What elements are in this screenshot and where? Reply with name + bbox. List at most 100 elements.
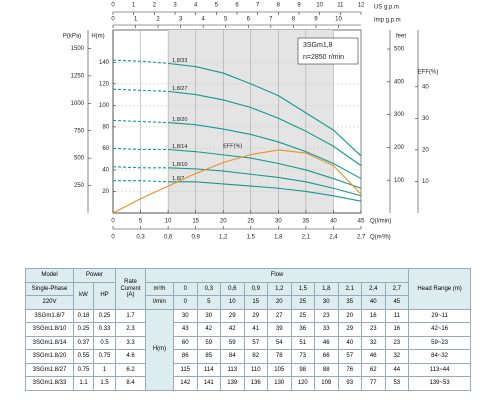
table-cell: 2.3: [115, 322, 147, 337]
table-cell: 3.3: [115, 335, 147, 350]
head-cell: 25: [290, 308, 316, 323]
head-cell: 51: [290, 335, 316, 350]
header-cell: Model: [25, 268, 74, 283]
tick-label: 6: [235, 3, 239, 9]
table-cell: 1.5: [92, 376, 117, 391]
tick-label: 750: [74, 128, 85, 134]
head-cell: 114: [196, 362, 222, 377]
range-cell: 42~16: [408, 322, 472, 337]
head-cell: 53: [384, 376, 410, 391]
header-cell: 220V: [25, 295, 74, 310]
table-cell: 1: [92, 362, 117, 377]
flow-header: 0,9: [243, 281, 269, 296]
tick-label: 9: [297, 3, 301, 9]
tick-label: 1500: [71, 46, 85, 52]
table-cell: 0.18: [73, 308, 94, 323]
tick-label: 500: [74, 156, 85, 162]
header-cell: HP: [92, 281, 117, 310]
model-cell: 3SGm1.8/10: [25, 322, 74, 337]
header-cell: H(m): [145, 308, 175, 391]
head-cell: 16: [361, 308, 386, 323]
tick-label: 250: [74, 183, 85, 189]
model-label: 3SGm1,8: [303, 42, 333, 49]
head-cell: 32: [361, 335, 386, 350]
axis-label: EFF(%): [418, 70, 439, 76]
tick-label: 9: [314, 17, 318, 23]
flow-header: 45: [384, 295, 410, 310]
head-cell: 16: [384, 322, 410, 337]
tick-label: 0: [111, 17, 115, 23]
tick-label: 20: [102, 189, 109, 195]
flow-header: 35: [337, 295, 363, 310]
table-cell: 0.55: [73, 349, 94, 364]
head-cell: 57: [243, 335, 269, 350]
tick-label: 1: [134, 17, 138, 23]
head-cell: 43: [173, 322, 198, 337]
tick-label: 2,1: [302, 235, 311, 241]
table-cell: 0.25: [92, 308, 117, 323]
flow-header: 0,6: [220, 281, 245, 296]
flow-header: 30: [314, 295, 339, 310]
tick-label: 20: [422, 147, 429, 153]
header-cell: kW: [73, 281, 94, 310]
curve-label: 1,8/33: [172, 58, 187, 64]
head-cell: 59: [220, 335, 245, 350]
head-cell: 42: [196, 322, 222, 337]
head-cell: 109: [314, 376, 339, 391]
tick-label: 8: [292, 17, 296, 23]
tick-label: 2,4: [329, 235, 338, 241]
tick-label: 0: [111, 3, 115, 9]
head-cell: 120: [290, 376, 316, 391]
model-cell: 3SGm1.8/27: [25, 362, 74, 377]
tick-label: 25: [247, 219, 254, 225]
flow-header: 2,7: [384, 281, 410, 296]
flow-header: 0: [173, 295, 198, 310]
curve-label: 1,8/27: [172, 86, 187, 92]
flow-header: 40: [361, 295, 386, 310]
head-cell: 110: [243, 362, 269, 377]
tick-label: 140: [99, 60, 110, 66]
table-row: 3SGm1.8/27 0.75 1 6.2 115 114 113 110 105 98 88 76 6…: [25, 362, 472, 377]
head-cell: 142: [173, 376, 198, 391]
head-cell: 62: [361, 362, 386, 377]
tick-label: 20: [220, 219, 227, 225]
tick-label: 1250: [71, 73, 85, 79]
head-cell: 66: [314, 349, 339, 364]
axis-label: Imp g.p.m: [374, 18, 401, 24]
flow-header: 0,3: [196, 281, 222, 296]
model-cell: 3SGm1.8/20: [25, 349, 74, 364]
tick-label: 3: [173, 3, 177, 9]
tick-label: 400: [394, 79, 405, 85]
tick-label: 11: [337, 3, 344, 9]
axis-label: Q(l/min): [370, 219, 391, 225]
head-cell: 57: [337, 349, 363, 364]
axis-label: feet: [396, 34, 406, 40]
range-cell: 84~32: [408, 349, 472, 364]
head-cell: 29: [220, 308, 245, 323]
head-cell: 88: [314, 362, 339, 377]
curve-label: 1,8/20: [172, 117, 187, 123]
table-cell: 0.75: [73, 362, 94, 377]
head-cell: 115: [173, 362, 198, 377]
head-cell: 77: [361, 376, 386, 391]
table-cell: 0.5: [92, 335, 117, 350]
tick-label: 15: [192, 219, 199, 225]
range-cell: 139~53: [408, 376, 472, 391]
flow-header: 1,8: [314, 281, 339, 296]
head-cell: 32: [384, 349, 410, 364]
table-row: Single-Phase kW HP m³/h 0 0,3 0,6 0,9 1,2 1,5 1,8 2…: [25, 281, 471, 310]
head-curve: [112, 88, 362, 167]
tick-label: 0: [111, 219, 115, 225]
tick-label: 10: [165, 219, 172, 225]
flow-header: 25: [290, 295, 316, 310]
table-cell: 8.4: [115, 376, 147, 391]
header-cell: Flow: [145, 268, 410, 283]
head-cell: 23: [384, 335, 410, 350]
head-cell: 23: [314, 308, 339, 323]
tick-label: 3: [179, 17, 183, 23]
head-cell: 73: [290, 349, 316, 364]
head-cell: 29: [243, 308, 269, 323]
tick-label: 1: [132, 3, 136, 9]
curve-label: 1,8/10: [172, 162, 187, 168]
tick-label: 35: [303, 219, 310, 225]
